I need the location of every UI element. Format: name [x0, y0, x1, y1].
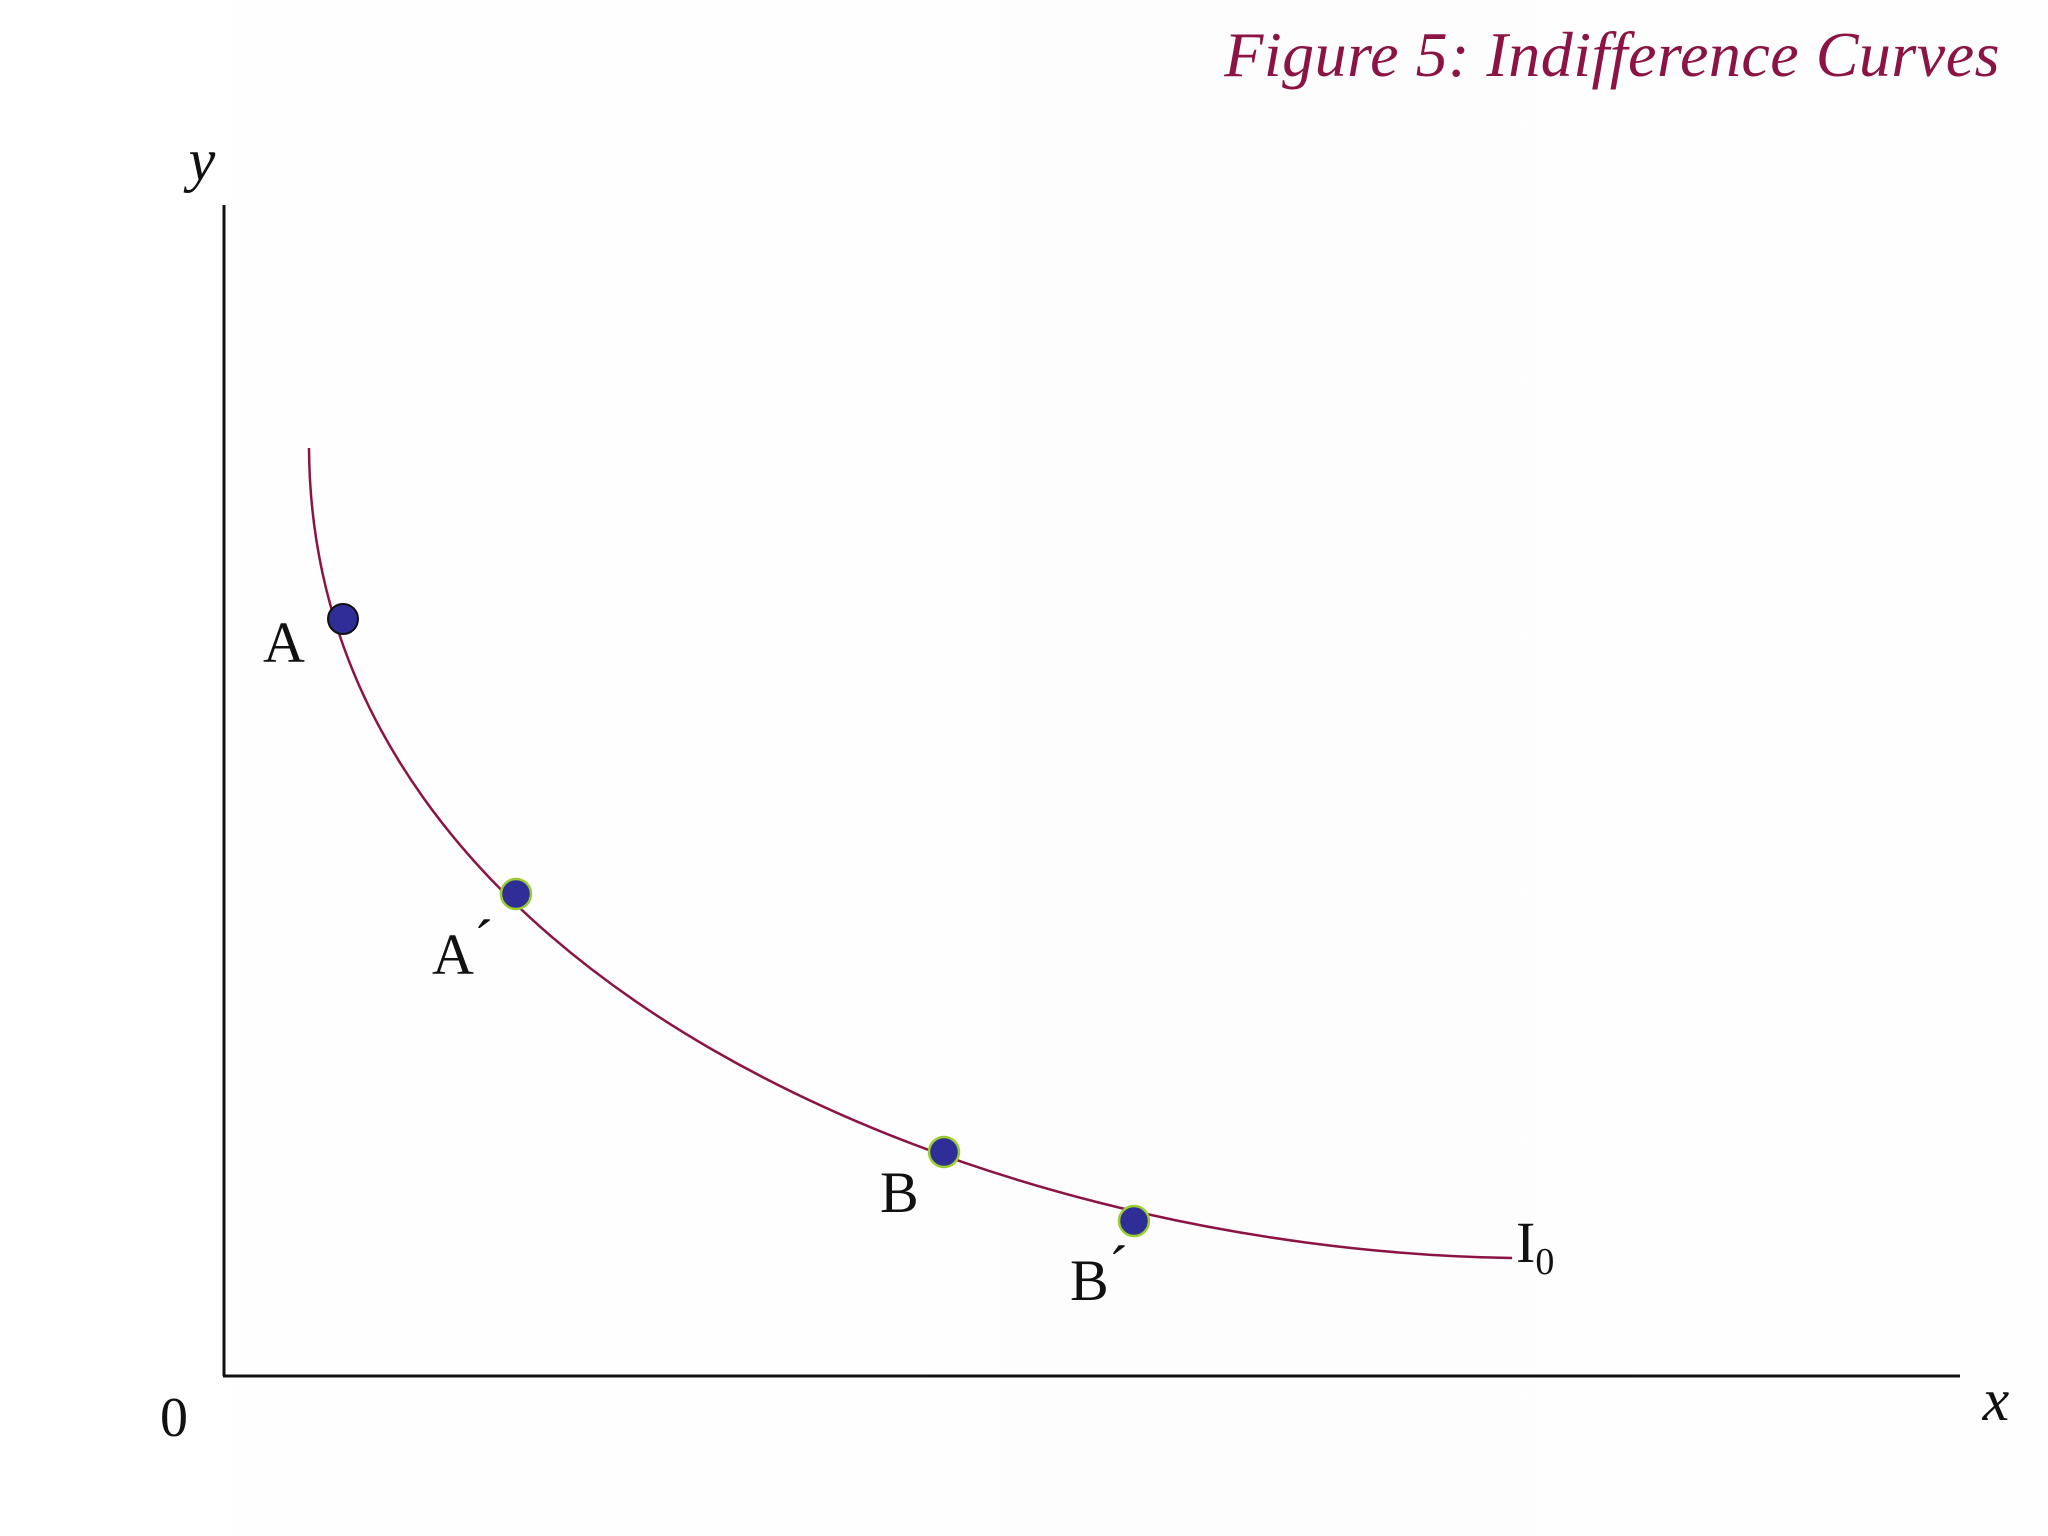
point-b-prime-mark: ´ [1109, 1234, 1128, 1299]
indifference-curve [307, 447, 1513, 1260]
point-a-prime-mark: ´ [474, 908, 493, 973]
point-a-label: A [263, 610, 305, 675]
point-a-prime-letter: A [432, 922, 474, 987]
point-b-prime-letter: B [1070, 1248, 1109, 1313]
point-a-prime [499, 877, 533, 911]
point-a-prime-label: A´ [432, 908, 493, 987]
point-a [327, 603, 359, 635]
curve-label-subscript: 0 [1535, 1241, 1554, 1283]
point-b-letter: B [880, 1160, 919, 1225]
point-b-prime-label: B´ [1070, 1234, 1128, 1313]
curve-label: I0 [1516, 1210, 1554, 1283]
figure-title: Figure 5: Indifference Curves [1224, 19, 2000, 90]
x-axis-label: x [1982, 1367, 2010, 1433]
curve-label-main: I [1516, 1210, 1535, 1275]
point-a-letter: A [263, 610, 305, 675]
y-axis-label: y [183, 127, 216, 193]
point-b-prime [1117, 1204, 1151, 1238]
origin-label: 0 [160, 1387, 188, 1449]
point-b-label: B [880, 1160, 919, 1225]
point-b [927, 1135, 961, 1169]
